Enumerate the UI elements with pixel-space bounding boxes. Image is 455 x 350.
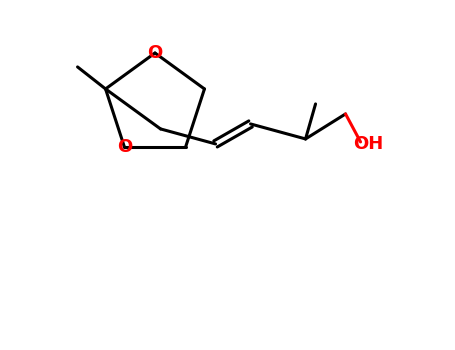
Text: OH: OH <box>354 135 384 153</box>
Text: O: O <box>117 138 132 156</box>
Text: O: O <box>147 44 162 62</box>
